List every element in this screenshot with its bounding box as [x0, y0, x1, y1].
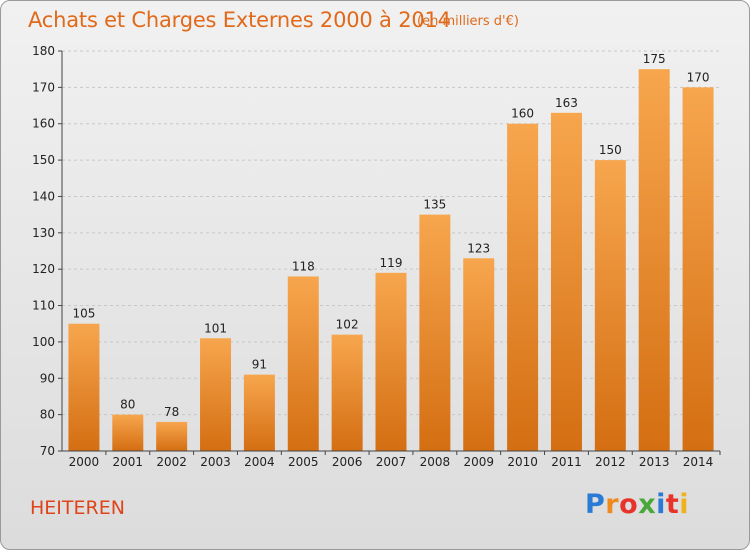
bar: [594, 160, 626, 451]
x-tick-label: 2009: [463, 455, 494, 469]
bar-value-label: 78: [164, 405, 179, 419]
axes: 70 80 90 100 110 120 130 140 150 160 170 180 2000 200…: [32, 44, 721, 469]
bar: [287, 276, 319, 451]
bar-value-label: 118: [292, 259, 315, 273]
bar-value-label: 160: [511, 107, 534, 121]
logo-letter: x: [638, 489, 657, 520]
y-tick-label: 100: [32, 335, 55, 349]
bar-value-label: 105: [72, 307, 95, 321]
x-tick-label: 2014: [683, 455, 714, 469]
x-tick-label: 2001: [113, 455, 144, 469]
bars: [68, 69, 714, 452]
chart-title: Achats et Charges Externes 2000 à 2014: [28, 8, 451, 32]
chart-unit: (en milliers d'€): [417, 14, 519, 29]
logo-letter: t: [665, 489, 680, 520]
bar: [243, 374, 275, 451]
x-tick-label: 2011: [551, 455, 582, 469]
logo-letter: i: [656, 489, 666, 520]
bar-value-label: 91: [252, 358, 267, 372]
bar-value-label: 175: [643, 52, 666, 66]
logo-letter: i: [679, 489, 690, 520]
bar-value-label: 101: [204, 321, 227, 335]
bar: [112, 414, 144, 451]
bar: [550, 112, 582, 452]
bar: [156, 421, 188, 451]
bar-value-label: 123: [467, 241, 490, 255]
bar-value-label: 163: [555, 96, 578, 110]
y-tick-label: 140: [32, 189, 55, 203]
y-tick-label: 110: [32, 299, 55, 313]
bar: [375, 272, 407, 451]
logo-letter: P: [585, 489, 606, 520]
data-labels: 105 80 78 101 91 118 102 119 135 123 160 163 150 175 1…: [72, 52, 709, 419]
x-tick-label: 2005: [288, 455, 319, 469]
x-tick-label: 2000: [69, 455, 100, 469]
bar: [68, 323, 100, 451]
bar: [638, 69, 670, 451]
x-tick-label: 2003: [200, 455, 231, 469]
x-tick-label: 2010: [507, 455, 538, 469]
commune-name: HEITEREN: [30, 497, 125, 519]
bar: [331, 334, 363, 451]
bar: [200, 338, 232, 451]
bar: [507, 123, 539, 452]
bar-value-label: 102: [336, 318, 359, 332]
bar-value-label: 150: [599, 143, 622, 157]
logo-letter: o: [619, 489, 639, 520]
y-tick-label: 80: [40, 408, 55, 422]
y-tick-label: 130: [32, 226, 55, 240]
x-tick-label: 2004: [244, 455, 275, 469]
x-tick-label: 2013: [639, 455, 670, 469]
bar-value-label: 135: [423, 198, 446, 212]
x-tick-label: 2007: [376, 455, 407, 469]
y-tick-label: 160: [32, 117, 55, 131]
x-tick-label: 2012: [595, 455, 626, 469]
bar: [419, 214, 451, 451]
bar-value-label: 119: [380, 256, 403, 270]
x-tick-label: 2002: [156, 455, 187, 469]
y-tick-label: 180: [32, 44, 55, 58]
y-tick-label: 70: [40, 444, 55, 458]
bar-value-label: 170: [687, 70, 710, 84]
y-tick-label: 170: [32, 80, 55, 94]
logo-letter: r: [605, 489, 620, 520]
x-tick-label: 2006: [332, 455, 363, 469]
bar: [463, 258, 495, 451]
y-tick-label: 90: [40, 371, 55, 385]
x-tick-label: 2008: [420, 455, 451, 469]
proxiti-logo[interactable]: Proxiti: [585, 489, 689, 520]
y-tick-label: 120: [32, 262, 55, 276]
bar-value-label: 80: [120, 398, 135, 412]
bar: [682, 87, 714, 451]
y-tick-label: 150: [32, 153, 55, 167]
